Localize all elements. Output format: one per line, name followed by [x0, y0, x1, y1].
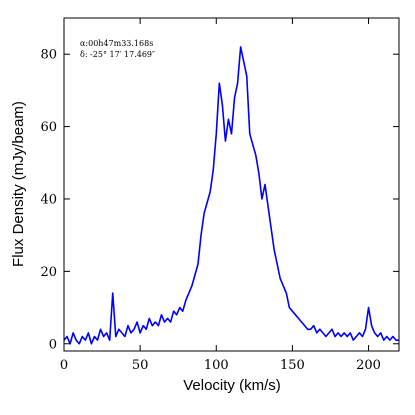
y-tick-label: 0 [49, 337, 57, 352]
x-tick-label: 200 [356, 358, 381, 373]
y-axis-label: Flux Density (mJy/beam) [10, 101, 27, 267]
x-axis-label: Velocity (km/s) [183, 377, 281, 394]
tick-marks [63, 18, 399, 351]
x-tick-label: 100 [204, 358, 229, 373]
x-tick-label: 50 [132, 358, 149, 373]
spectrum-line [63, 46, 399, 345]
x-tick-label: 0 [60, 358, 68, 373]
plot-frame [63, 17, 400, 352]
series-layer [63, 46, 399, 345]
annotation-right-ascension: α:00h47m33.168s [80, 39, 153, 48]
y-tick-label: 20 [40, 265, 57, 280]
y-tick-label: 80 [40, 48, 57, 63]
plot-area [64, 18, 399, 351]
y-tick-label: 40 [40, 192, 57, 207]
y-tick-label: 60 [40, 120, 57, 135]
annotation-declination: δ: -25° 17′ 17.469″ [80, 50, 155, 59]
x-tick-label: 150 [280, 358, 305, 373]
tick-labels: 0 50 100 150 200 0 20 40 60 80 [40, 48, 381, 373]
